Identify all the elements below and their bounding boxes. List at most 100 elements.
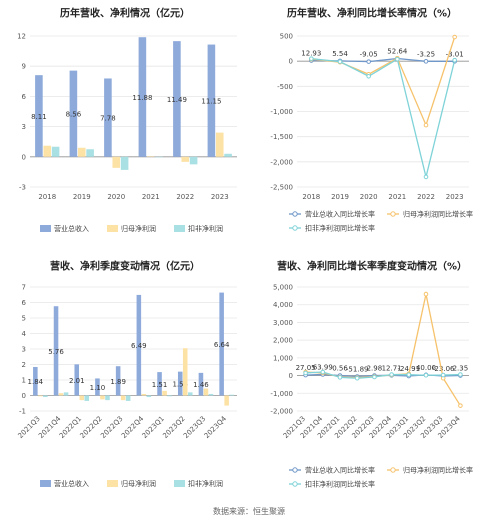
quarterly-bar-revenue: [74, 364, 80, 396]
quarterly-growth-ytick-label: 1,000: [273, 354, 293, 362]
annual-growth-point: [452, 34, 457, 40]
quarterly-ytick-label: 4: [22, 330, 27, 338]
annual-growth-legend-marker: [390, 211, 396, 217]
annual-legend-label: 扣非净利润: [188, 224, 223, 233]
quarterly-data-label: 2.01: [69, 377, 85, 385]
annual-growth-point: [337, 59, 343, 64]
quarterly-legend-swatch: [174, 480, 185, 487]
quarterly-growth-data-label: 12.71: [382, 364, 402, 372]
quarterly-ytick-label: 2: [22, 361, 26, 369]
quarterly-growth-legend-marker: [292, 467, 298, 473]
quarterly-growth-point: [458, 372, 463, 377]
annual-bar-revenue: [138, 37, 147, 157]
annual-growth-ytick-label: -2,500: [270, 184, 293, 192]
annual-growth-xtick-label: 2021: [388, 193, 406, 201]
annual-legend-swatch: [107, 225, 118, 232]
annual-ytick-label: -3: [19, 184, 26, 192]
quarterly-growth-data-label: 63.99: [313, 363, 333, 371]
annual-growth-data-label: -9.05: [360, 51, 378, 59]
quarterly-growth-data-label: 27.05: [296, 364, 316, 372]
annual-growth-title: 历年营收、净利同比增长率情况（%）: [287, 6, 457, 19]
annual-title: 历年营收、净利情况（亿元）: [60, 6, 190, 19]
quarterly-bar-revenue: [115, 366, 121, 396]
annual-bar-deducted-profit: [120, 156, 129, 170]
quarterly-bar-net-profit: [79, 395, 85, 401]
quarterly-bar-deducted-profit: [208, 393, 214, 396]
annual-legend-label: 营业总收入: [54, 224, 89, 233]
quarterly-bar-revenue: [33, 366, 38, 396]
quarterly-legend-label: 营业总收入: [54, 479, 89, 488]
annual-bar-net-profit: [43, 145, 52, 157]
quarterly-growth-series-line: [305, 371, 461, 379]
quarterly-bar-net-profit: [224, 395, 229, 406]
quarterly-growth-legend-marker: [390, 467, 396, 473]
quarterly-growth-legend-label: 扣非净利润同比增长率: [305, 480, 375, 489]
quarterly-data-label: 6.64: [214, 341, 230, 349]
quarterly-growth-data-label: -24.91: [398, 365, 421, 373]
quarterly-legend-swatch: [40, 480, 51, 487]
quarterly-growth-ytick-label: 4,000: [273, 301, 293, 309]
annual-xtick-label: 2022: [176, 193, 194, 201]
annual-growth-xtick-label: 2022: [417, 193, 435, 201]
annual-bar-net-profit: [215, 132, 224, 157]
annual-growth-legend-marker: [292, 225, 298, 231]
quarterly-growth-title: 营收、净利同比增长率季度变动情况（%）: [277, 259, 467, 272]
annual-ytick-label: 9: [22, 63, 26, 71]
quarterly-bar-revenue: [95, 378, 100, 396]
annual-growth-ytick-label: -500: [277, 83, 293, 91]
annual-data-label: 11.88: [132, 94, 152, 102]
quarterly-growth-legend-label: 营业总收入同比增长率: [305, 466, 375, 475]
annual-growth-data-label: 5.54: [332, 50, 348, 58]
quarterly-bar-deducted-profit: [167, 395, 172, 397]
quarterly-legend-label: 扣非净利润: [188, 479, 223, 488]
annual-bar-deducted-profit: [155, 156, 163, 158]
annual-growth-xtick-label: 2023: [446, 193, 464, 201]
quarterly-ytick-label: 3: [22, 346, 26, 354]
annual-legend-label: 归母净利润: [121, 224, 156, 233]
quarterly-data-label: 1.51: [152, 381, 168, 389]
annual-growth-series-line: [311, 58, 456, 178]
quarterly-growth-point: [423, 372, 429, 378]
annual-bar-revenue: [104, 78, 112, 157]
annual-xtick-label: 2021: [142, 193, 160, 201]
quarterly-growth-point: [389, 372, 394, 377]
quarterly-growth-chart: 营收、净利同比增长率季度变动情况（%） -2,000 -1,000 0 1,000 2,0…: [270, 259, 473, 488]
annual-ytick-label: 6: [22, 93, 27, 101]
annual-growth-data-label: 12.93: [301, 50, 321, 58]
quarterly-ytick-label: 6: [22, 299, 27, 307]
annual-bar-revenue: [173, 41, 181, 157]
quarterly-title: 营收、净利季度变动情况（亿元）: [50, 259, 200, 272]
quarterly-ytick-label: 7: [22, 284, 26, 292]
quarterly-growth-point: [337, 375, 343, 380]
annual-growth-point: [309, 56, 314, 61]
annual-growth-chart: 历年营收、净利同比增长率情况（%） -2,500 -2,000 -1,500 -1,00…: [270, 6, 473, 232]
annual-ytick-label: 0: [22, 153, 26, 161]
quarterly-bar-deducted-profit: [43, 395, 48, 398]
quarterly-bar-deducted-profit: [125, 395, 131, 401]
quarterly-bar-revenue: [53, 306, 59, 396]
quarterly-bar-deducted-profit: [229, 394, 234, 396]
annual-growth-point: [423, 174, 429, 180]
quarterly-growth-data-label: -23.06: [432, 365, 455, 373]
quarterly-growth-ytick-label: 2,000: [273, 337, 293, 345]
annual-growth-data-label: -3.01: [446, 50, 464, 58]
annual-growth-point: [423, 122, 429, 128]
annual-ytick-label: 3: [22, 123, 26, 131]
annual-data-label: 11.15: [201, 98, 221, 106]
annual-growth-point: [395, 56, 400, 62]
quarterly-xtick-label: 2023Q4: [203, 414, 229, 440]
quarterly-growth-point: [440, 372, 446, 378]
annual-bar-revenue: [69, 70, 78, 157]
quarterly-growth-data-label: 2.98: [367, 365, 383, 373]
quarterly-ytick-label: -1: [19, 408, 26, 416]
annual-data-label: 7.78: [100, 115, 116, 123]
quarterly-bar-net-profit: [141, 393, 147, 396]
annual-growth-point: [423, 59, 429, 64]
quarterly-bar-revenue: [219, 292, 224, 396]
annual-bar-revenue: [207, 44, 216, 157]
annual-growth-point: [366, 73, 371, 79]
quarterly-bar-revenue: [177, 371, 183, 396]
quarterly-legend-swatch: [107, 480, 118, 487]
